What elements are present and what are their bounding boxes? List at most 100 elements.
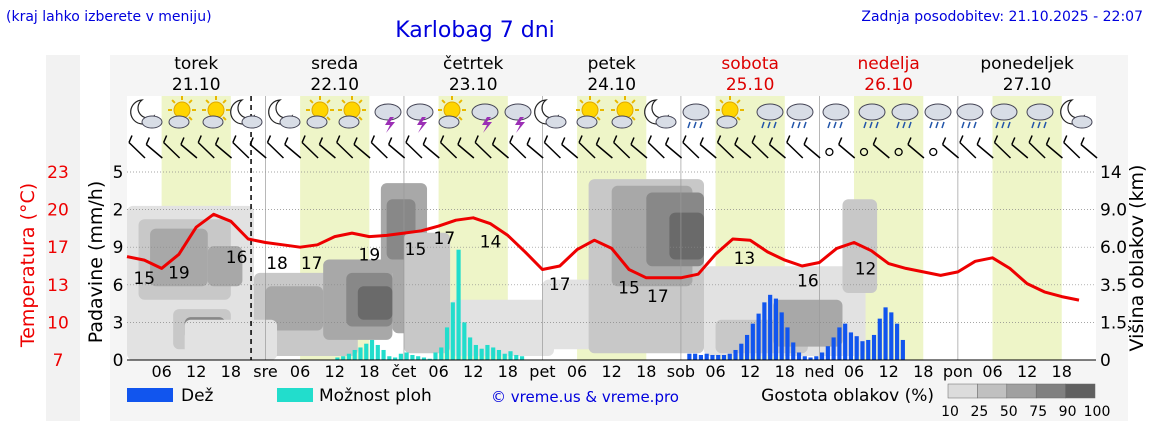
shower-bar [393,357,398,360]
legend-cloud-label: Gostota oblakov (%) [761,386,934,406]
hour-tick-label: 12 [1017,362,1037,381]
temperature-line [126,212,1080,302]
day-date: 26.10 [864,75,913,95]
day-date: 24.10 [587,75,636,95]
cloud-icon [241,115,263,129]
region-hint-link[interactable]: (kraj lahko izberete v meniju) [6,9,212,25]
temperature-label: 17 [434,229,456,249]
raindrop [929,121,933,129]
sun-ray [631,99,636,104]
rain-bar [871,334,877,360]
wind-barb-icon [249,137,267,159]
partly-sunny-icon [611,96,639,129]
shower-bar [427,358,432,360]
hour-tick-label: 06 [567,362,587,381]
rain-icon [682,103,710,129]
night-cloudy-icon [1060,99,1093,129]
shower-bar [398,353,403,360]
cloud-icon [655,115,677,129]
partly-sunny-icon [338,96,366,129]
cloud-icon [374,103,402,121]
cloud-icon [822,103,850,121]
wind-barb-icon [716,135,735,159]
wind-barb-icon [336,135,354,159]
raindrop [995,121,999,129]
sun-ray [458,99,463,104]
wind-barb-icon [474,135,492,159]
rain-bar [814,356,819,360]
hour-tick-label: 06 [290,362,310,381]
temperature-tick-label: 20 [47,201,69,221]
wind-barb-icon [266,135,285,159]
cloud-density-patch [184,319,278,360]
shower-bar [410,354,415,360]
day-tick-label: sob [667,362,695,381]
shower-bar [421,357,427,360]
cloud-density-swatch [1035,383,1066,399]
sun-ray [222,99,227,104]
temperature-label: 15 [405,240,427,260]
raindrop [967,121,971,129]
cloud-icon [990,103,1018,121]
shower-bar [364,343,369,360]
sun-icon [173,101,191,119]
rain-bar [848,332,854,360]
hour-tick-label: 12 [325,362,345,381]
cloud-height-tick-label: 1.5 [1100,313,1127,333]
cloud-density-patch [207,246,243,287]
copyright-link[interactable]: © vreme.us & vreme.pro [491,388,679,406]
cloud-icon [956,103,984,121]
rain-bar [860,341,865,360]
wind-barb-icon [786,135,804,159]
rain-icon [822,103,850,129]
sun-icon [581,101,599,119]
cloud-icon [1026,103,1054,121]
raindrop [1037,121,1041,129]
rain-bar [785,327,790,360]
day-name: petek [588,54,636,74]
wind-barb-icon [907,137,925,159]
raindrop [863,121,867,129]
cloud-icon [279,115,301,129]
raindrop [791,121,795,129]
last-update: Zadnja posodobitev: 21.10.2025 - 22:07 [861,9,1143,25]
wind-barb-icon [630,137,648,159]
day-tick-label: čet [391,362,416,381]
rain-bar [791,342,796,360]
sun-ray [736,116,741,121]
precip-tick-label: 3 [113,313,124,333]
day-tick-label: sre [253,362,277,381]
legend-showers-swatch [277,388,313,402]
cloud-icon [202,115,224,129]
sun-icon [443,101,461,119]
wind-barb-icon [1028,135,1046,159]
wind-barb-icon [561,137,579,159]
shower-bar [416,356,421,360]
sun-ray [736,99,741,104]
cloud-density-patch [150,228,208,287]
wind-barb-icon [422,137,440,159]
wind-calm-icon [894,147,903,157]
rain-bar [825,346,830,360]
sun-ray [188,116,193,121]
day-name: četrtek [443,54,504,74]
cloud-axis-title: Višina oblakov (km) [1126,165,1148,352]
precip-tick-label: 2 [113,201,124,221]
rain-bar [773,298,779,360]
wind-barb-icon [1080,137,1098,159]
rain-bar [889,312,894,360]
rain-icon [858,103,886,129]
day-date: 23.10 [449,75,498,95]
shower-bar [444,327,450,360]
sun-ray [326,116,331,121]
shower-bar [514,354,519,360]
wind-barb-icon [457,137,475,159]
wind-barb-icon [647,135,665,159]
raindrop [699,121,703,129]
day-name: sobota [721,54,779,74]
wind-barb-icon [699,137,717,159]
shower-bar [433,352,438,360]
night-cloudy-icon [268,99,301,129]
sun-ray [205,99,210,104]
